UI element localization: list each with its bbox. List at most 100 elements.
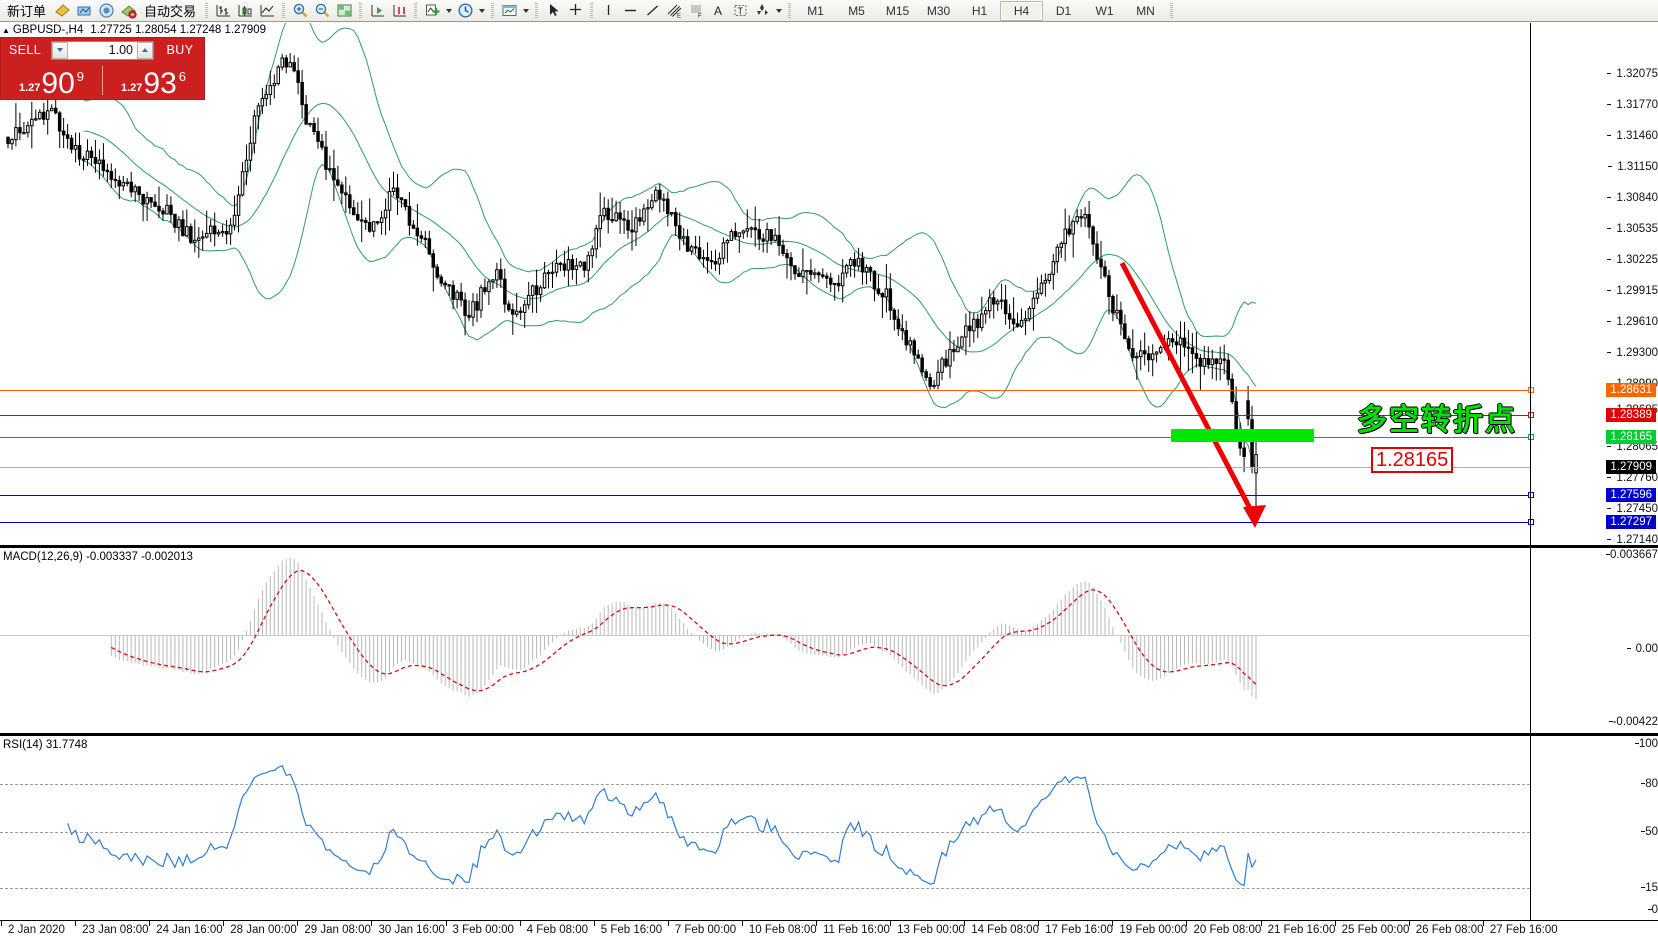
templates-icon[interactable] (498, 1, 520, 21)
data-window-icon[interactable] (333, 1, 355, 21)
price-tick: 1.28065 (1607, 441, 1658, 453)
buy-price[interactable]: 1.27 93 6 (103, 62, 204, 99)
sell-button[interactable]: SELL (8, 43, 42, 57)
market-icon[interactable] (95, 1, 117, 21)
sell-price-prefix: 1.27 (18, 82, 41, 94)
sell-price[interactable]: 1.27 90 9 (1, 62, 102, 99)
autotrading-icon[interactable] (117, 1, 139, 21)
time-tick: 28 Jan 00:00 (223, 921, 297, 936)
red-level-label[interactable]: 1.28389 (1606, 408, 1656, 422)
vertical-line-icon[interactable] (597, 1, 619, 21)
time-tick: 23 Jan 08:00 (75, 921, 149, 936)
volume-value[interactable]: 1.00 (68, 41, 137, 59)
shapes-dropdown-caret[interactable] (773, 1, 784, 21)
time-tick: 20 Feb 08:00 (1186, 921, 1262, 936)
level-line-blue-1[interactable] (0, 492, 1534, 498)
zoom-out-icon[interactable] (311, 1, 333, 21)
fibonacci-icon[interactable]: F (685, 1, 707, 21)
chart-collapse-icon[interactable]: ▲ (2, 25, 10, 35)
level-line-blue-2[interactable] (0, 519, 1534, 525)
pane-separator-rsi[interactable] (0, 733, 1658, 736)
chinese-annotation[interactable]: 多空转折点 (1357, 404, 1517, 437)
volume-stepper[interactable]: 1.00 (51, 40, 154, 60)
timeframe-w1[interactable]: W1 (1095, 3, 1114, 18)
volume-increase-icon[interactable] (137, 41, 153, 59)
pane-separator-macd[interactable] (0, 545, 1658, 548)
symbol-name: GBPUSD-,H4 (12, 24, 84, 36)
price-tick: 1.30535 (1607, 223, 1658, 235)
text-icon[interactable]: A (707, 1, 729, 21)
horizontal-line-icon[interactable] (619, 1, 641, 21)
timeframe-d1[interactable]: D1 (1055, 3, 1072, 18)
price-annotation-box[interactable]: 1.28165 (1371, 447, 1454, 473)
rsi-tick: 0 (1647, 904, 1658, 916)
rsi-tick: 100 (1634, 738, 1658, 750)
blue-level-label-2[interactable]: 1.27297 (1606, 515, 1656, 529)
trendline-icon[interactable] (641, 1, 663, 21)
time-tick: 29 Jan 08:00 (297, 921, 371, 936)
green-highlight-bar[interactable] (1171, 429, 1314, 442)
zoom-in-icon[interactable] (289, 1, 311, 21)
price-candles-canvas (6, 23, 1258, 521)
orange-level-label[interactable]: 1.28631 (1606, 383, 1656, 397)
toolbar-separator (1168, 2, 1175, 20)
text-label-icon[interactable]: T (729, 1, 751, 21)
new-order-button[interactable]: 新订单 (7, 4, 47, 19)
equidistant-channel-icon[interactable]: E (663, 1, 685, 21)
time-tick: 5 Feb 16:00 (593, 921, 663, 936)
crosshair-icon[interactable] (564, 1, 586, 21)
templates-dropdown-caret[interactable] (520, 1, 531, 21)
time-tick: 26 Feb 08:00 (1408, 921, 1484, 936)
timeframe-mn[interactable]: MN (1136, 3, 1155, 18)
green-level-label[interactable]: 1.28165 (1606, 430, 1656, 444)
time-tick: 19 Feb 00:00 (1112, 921, 1188, 936)
price-tick: 1.27140 (1607, 534, 1658, 546)
period-dropdown-caret[interactable] (476, 1, 487, 21)
level-line-green[interactable] (0, 434, 1534, 440)
price-tick: 1.29300 (1607, 347, 1658, 359)
toolbar-separator (357, 2, 364, 20)
signals-icon[interactable] (73, 1, 95, 21)
period-icon[interactable] (454, 1, 476, 21)
volume-decrease-icon[interactable] (52, 41, 68, 59)
timeframe-h1[interactable]: H1 (971, 3, 988, 18)
level-line-orange[interactable] (0, 387, 1534, 393)
macd-tick: 0.00 (1626, 643, 1658, 655)
timeframe-m1[interactable]: M1 (807, 3, 824, 18)
macd-pane[interactable]: MACD(12,26,9) -0.003337 -0.002013 0.0036… (0, 548, 1658, 733)
level-line-lastprice (0, 467, 1530, 468)
timeframe-h4[interactable]: H4 (1000, 0, 1044, 21)
cursor-icon[interactable] (542, 1, 564, 21)
shift-start-icon[interactable] (366, 1, 388, 21)
toolbar-separator (412, 2, 419, 20)
expert-advisor-icon[interactable] (51, 1, 73, 21)
macd-tick: 0.003667 (1606, 549, 1658, 561)
buy-button[interactable]: BUY (166, 43, 194, 57)
price-chart-pane[interactable]: 多空转折点 1.28165 1.32075 1.31770 1.31460 1.… (0, 23, 1658, 546)
timeframe-m15[interactable]: M15 (885, 3, 910, 18)
candlestick-chart-icon[interactable] (234, 1, 256, 21)
toolbar-separator (280, 2, 287, 20)
timeframe-m5[interactable]: M5 (848, 3, 865, 18)
shapes-icon[interactable] (751, 1, 773, 21)
timeframe-m30[interactable]: M30 (926, 3, 951, 18)
time-tick: 25 Feb 00:00 (1334, 921, 1410, 936)
toolbar-separator (588, 2, 595, 20)
indicators-icon[interactable] (421, 1, 443, 21)
line-chart-icon[interactable] (256, 1, 278, 21)
price-tick: 1.32075 (1607, 68, 1658, 80)
autotrading-button[interactable]: 自动交易 (144, 4, 197, 19)
rsi-pane[interactable]: RSI(14) 31.7748 100 80 50 15 0 (0, 736, 1658, 921)
level-line-red[interactable] (0, 412, 1534, 418)
toolbar-separator (786, 2, 793, 20)
blue-level-label-1[interactable]: 1.27596 (1606, 488, 1656, 502)
trade-panel-quotes: 1.27 90 9 1.27 93 6 (1, 62, 204, 99)
trade-panel-top-row: SELL 1.00 BUY (1, 38, 204, 62)
bar-chart-icon[interactable] (212, 1, 234, 21)
price-tick: 1.30840 (1607, 192, 1658, 204)
shift-end-icon[interactable] (388, 1, 410, 21)
price-tick: 1.31460 (1607, 130, 1658, 142)
rsi-tick: 15 (1641, 882, 1658, 894)
indicators-dropdown-caret[interactable] (443, 1, 454, 21)
time-tick: 27 Feb 16:00 (1482, 921, 1558, 936)
